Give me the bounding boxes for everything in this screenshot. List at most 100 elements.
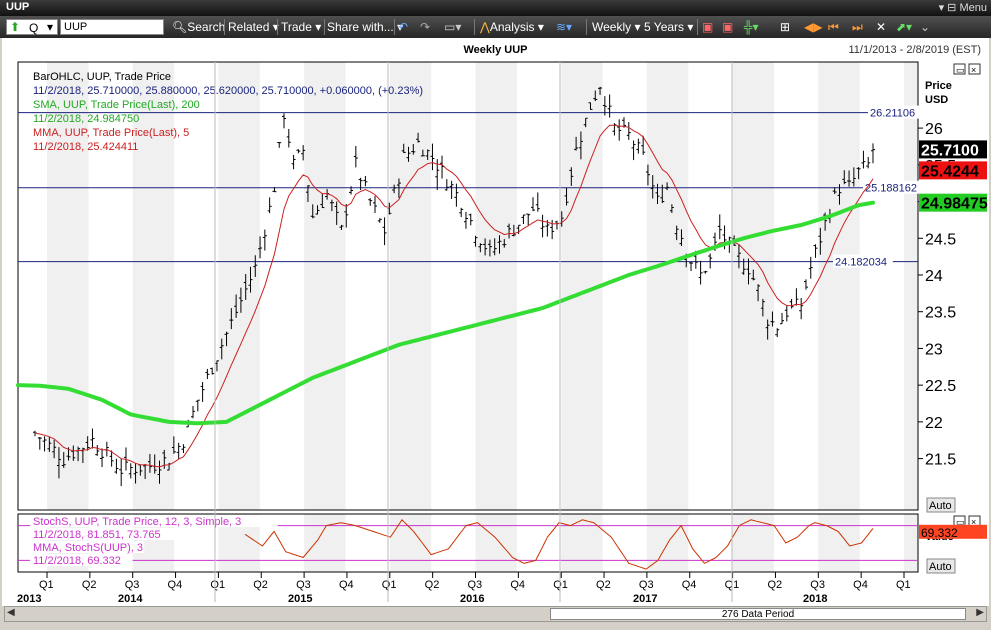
ohlc-bar	[463, 211, 468, 229]
ohlc-bar	[334, 201, 339, 225]
ohlc-bar	[119, 458, 124, 487]
ohlc-bar	[511, 224, 516, 237]
ohlc-bar	[42, 436, 47, 452]
stoch-last-value-box	[919, 524, 987, 539]
year-label: 2018	[803, 593, 827, 605]
quarter-band	[304, 62, 346, 510]
zoom-out-icon[interactable]: ✕	[876, 20, 887, 34]
ohlc-bar	[492, 238, 497, 256]
ohlc-bar	[708, 253, 713, 269]
compare-chart-icon[interactable]: ▣	[722, 20, 734, 34]
ohlc-bar	[444, 179, 449, 191]
ohlc-bar	[200, 381, 205, 402]
redo-icon[interactable]: ↷	[420, 20, 431, 34]
x-tick-label: Q4	[510, 579, 525, 591]
scroll-right-arrow-icon[interactable]: ▶	[976, 607, 984, 618]
x-tick-label: Q1	[553, 579, 568, 591]
ohlc-bar	[803, 279, 808, 290]
y-tick-label: 21.5	[925, 452, 956, 469]
auto-scale-button[interactable]: Auto	[926, 497, 956, 513]
zoom-box-icon[interactable]: ⊞	[780, 20, 791, 34]
ohlc-bar	[363, 175, 368, 187]
x-tick-label: Q1	[896, 579, 911, 591]
quarter-band	[818, 514, 860, 572]
y-axis-label: Price	[925, 80, 952, 92]
x-tick-label: Q1	[39, 579, 54, 591]
ohlc-bar	[234, 294, 239, 318]
ohlc-bar	[526, 213, 531, 226]
scroll-thumb[interactable]: 276 Data Period	[550, 608, 966, 620]
time-scrollbar[interactable]: ◀ 276 Data Period ▶	[4, 606, 987, 622]
ohlc-bar	[856, 167, 861, 180]
ohlc-bar	[497, 235, 502, 254]
ohlc-bar	[751, 269, 756, 281]
folder-icon[interactable]: ▭▾	[444, 20, 462, 34]
trade-menu[interactable]: Trade ▾	[281, 20, 322, 34]
ohlc-bar	[305, 185, 310, 202]
panel-restore-icon[interactable]: ▭	[953, 63, 966, 75]
crosshair-icon[interactable]: ╬▾	[744, 20, 759, 34]
panel-close-icon-box	[968, 63, 981, 75]
related-menu[interactable]: Related ▾	[228, 20, 279, 34]
analysis-menu[interactable]: ⋀Analysis ▾	[480, 20, 544, 34]
ohlc-bar	[583, 117, 588, 128]
interval-select[interactable]: Weekly ▾	[592, 20, 641, 34]
stoch-legend-entry: StochS, UUP, Trade Price, 12, 3, Simple,…	[33, 516, 241, 528]
x-tick-label: Q1	[210, 579, 225, 591]
ohlc-bar	[535, 192, 540, 212]
ohlc-bar	[248, 266, 253, 293]
ohlc-bar	[775, 328, 780, 338]
ohlc-bar	[578, 131, 583, 160]
sma-line	[16, 200, 875, 426]
menu-button[interactable]: Menu	[959, 2, 987, 14]
ohlc-bar	[296, 149, 301, 154]
ohlc-bar	[133, 463, 138, 484]
ohlc-bar	[760, 298, 765, 317]
ohlc-bar	[468, 213, 473, 226]
quarter-band	[904, 514, 918, 572]
price-legend-entry: MMA, UUP, Trade Price(Last), 5	[33, 127, 189, 139]
year-label: 2013	[17, 593, 41, 605]
range-select[interactable]: 5 Years ▾	[644, 20, 694, 34]
scroll-left-icon[interactable]: ◀▶	[804, 20, 823, 34]
ohlc-bar	[85, 436, 90, 451]
ohlc-bar	[789, 298, 794, 309]
step-left-icon[interactable]: ⏮	[828, 20, 839, 34]
ohlc-bar	[799, 298, 804, 320]
ohlc-bar	[837, 184, 842, 205]
step-right-icon[interactable]: ⏭	[852, 20, 863, 34]
auto-scale-label: Auto	[929, 561, 952, 573]
auto-scale-button[interactable]: Auto	[926, 558, 956, 574]
quarter-band	[218, 62, 260, 510]
x-tick-label: Q2	[82, 579, 97, 591]
quarter-band	[646, 62, 689, 510]
line-chart-icon[interactable]: ▣	[702, 20, 714, 34]
ohlc-bar	[344, 204, 349, 228]
ohlc-bar	[310, 204, 315, 219]
ohlc-bar	[516, 224, 521, 235]
ohlc-bar	[128, 463, 133, 479]
search-button[interactable]: 🔍︎Search	[172, 20, 226, 34]
panel-close-icon-glyph: ×	[971, 517, 976, 527]
ohlc-bar	[329, 199, 334, 212]
panel-close-icon[interactable]: ×	[968, 63, 981, 75]
year-label: 2015	[288, 593, 312, 605]
ohlc-bar	[162, 449, 167, 469]
x-tick-label: Q2	[596, 579, 611, 591]
symbol-input[interactable]	[60, 19, 164, 35]
share-menu[interactable]: Share with... ▾	[327, 20, 404, 34]
ohlc-bar	[176, 442, 181, 459]
y-tick-label: 24.5	[925, 231, 956, 248]
ohlc-bar	[157, 460, 162, 484]
ohlc-bar	[784, 305, 789, 322]
more-icon[interactable]: ⌄	[920, 20, 931, 34]
ohlc-bar	[114, 458, 119, 474]
export-icon[interactable]: ⬈▾	[896, 20, 913, 34]
undo-icon[interactable]: ↶	[398, 20, 409, 34]
symbol-type-select[interactable]: ⬆ Q ▾	[6, 19, 58, 35]
scroll-left-arrow-icon[interactable]: ◀	[7, 607, 15, 618]
waves-icon[interactable]: ≋▾	[556, 20, 573, 34]
window-controls[interactable]: ▾ ⊟ Menu	[938, 2, 987, 14]
